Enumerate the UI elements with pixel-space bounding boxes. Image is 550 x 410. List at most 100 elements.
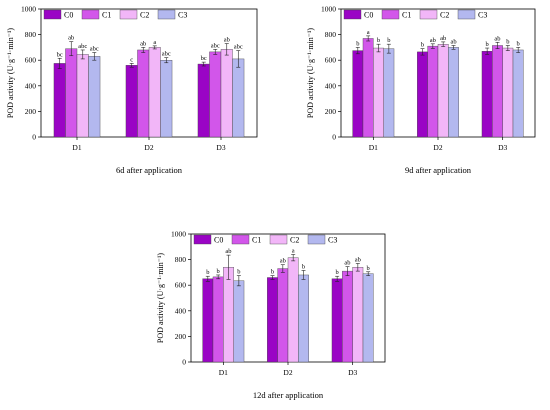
x-tick-label: D3 — [498, 143, 507, 152]
significance-letter: b — [506, 38, 509, 45]
y-tick-label: 0 — [32, 133, 36, 142]
y-tick-label: 200 — [325, 107, 337, 116]
bar-C1-D3 — [209, 51, 222, 138]
bar-C3-D1 — [233, 280, 245, 363]
significance-letter: b — [387, 37, 390, 44]
significance-letter: abc — [90, 46, 99, 53]
legend-swatch-C0 — [43, 9, 62, 20]
significance-letter: b — [206, 269, 209, 276]
x-tick-label: D1 — [219, 368, 228, 377]
legend-swatch-C2 — [269, 234, 288, 245]
significance-letter: ab — [344, 260, 350, 267]
significance-letter: b — [517, 40, 520, 47]
significance-letter: a — [367, 29, 370, 36]
y-tick-label: 400 — [25, 81, 37, 90]
x-tick-label: D2 — [283, 368, 292, 377]
x-tick-label: D2 — [144, 143, 153, 152]
x-tick-label: D1 — [72, 143, 81, 152]
bar-C2-D3 — [220, 49, 233, 138]
significance-letter: b — [486, 41, 489, 48]
legend-swatch-C0 — [193, 234, 212, 245]
significance-letter: b — [217, 268, 220, 275]
significance-letter: ab — [450, 38, 456, 45]
y-tick-label: 1000 — [171, 230, 186, 239]
legend-swatch-C3 — [457, 9, 476, 20]
legend-swatch-C1 — [81, 9, 100, 20]
bar-C1-D3 — [342, 270, 353, 363]
bar-C1-D2 — [427, 45, 439, 138]
bar-C3-D1 — [88, 56, 101, 138]
bar-C0-D2 — [417, 51, 428, 138]
significance-letter: bc — [201, 55, 207, 62]
significance-letter: ab — [355, 256, 361, 263]
legend: C0 C1 C2 C3 — [343, 9, 487, 20]
bar-C3-D3 — [512, 49, 524, 138]
bar-C0-D3 — [331, 278, 343, 363]
y-tick-label: 1000 — [321, 5, 336, 14]
y-tick-label: 800 — [325, 30, 337, 39]
bar-C2-D2 — [287, 257, 299, 363]
legend-swatch-C1 — [231, 234, 250, 245]
legend-swatch-C2 — [119, 9, 138, 20]
significance-letter: abc — [211, 42, 220, 49]
bar-C3-D2 — [160, 60, 173, 138]
legend-label: C2 — [290, 236, 299, 245]
bar-C1-D1 — [362, 38, 374, 138]
chart-panel-2: 0 200 400 600 800 1000 POD activity (U·g⁻¹·min… — [306, 5, 536, 175]
chart-panel-3: 0 200 400 600 800 1000 POD activity (U·g⁻¹·min… — [156, 230, 386, 400]
bar-C2-D3 — [352, 267, 364, 363]
bar-C3-D3 — [232, 58, 245, 138]
bar-C2-D2 — [437, 44, 449, 138]
x-tick-label: D3 — [348, 368, 357, 377]
significance-letter: b — [237, 269, 240, 276]
panel-caption: 12d after application — [253, 390, 324, 400]
bar-C2-D3 — [502, 47, 514, 138]
significance-letter: ab — [280, 258, 286, 265]
bar-C3-D3 — [362, 273, 374, 363]
significance-letter: ab — [225, 248, 231, 255]
legend-label: C0 — [64, 11, 73, 20]
y-tick-label: 400 — [325, 81, 337, 90]
bar-C1-D3 — [492, 45, 503, 138]
legend-label: C3 — [328, 236, 337, 245]
bar-C0-D3 — [481, 51, 493, 138]
bar-C3-D2 — [448, 47, 459, 138]
significance-letter: abc — [234, 44, 243, 51]
bar-C3-D2 — [298, 274, 309, 363]
legend-label: C2 — [140, 11, 149, 20]
y-tick-label: 200 — [175, 332, 187, 341]
bar-C1-D1 — [212, 276, 224, 363]
x-tick-label: D1 — [369, 143, 378, 152]
significance-letter: b — [336, 269, 339, 276]
panel-caption: 9d after application — [405, 165, 472, 175]
legend-label: C2 — [440, 11, 449, 20]
bar-C0-D2 — [267, 277, 278, 363]
y-tick-label: 1000 — [21, 5, 36, 14]
legend-label: C1 — [402, 11, 411, 20]
significance-letter: a — [153, 39, 156, 46]
significance-letter: abc — [162, 51, 171, 58]
significance-letter: ab — [224, 37, 230, 44]
chart-panel-1: 0 200 400 600 800 1000 POD activity (U·g⁻¹·min… — [6, 5, 258, 175]
y-tick-label: 200 — [25, 107, 37, 116]
y-axis-label: POD activity (U·g⁻¹·min⁻¹) — [6, 28, 15, 118]
significance-letter: c — [130, 56, 133, 63]
significance-letter: b — [421, 42, 424, 49]
y-tick-label: 0 — [332, 133, 336, 142]
legend: C0 C1 C2 C3 — [43, 9, 187, 20]
legend-label: C1 — [252, 236, 261, 245]
significance-letter: b — [302, 263, 305, 270]
bar-C0-D1 — [53, 63, 66, 138]
legend-swatch-C0 — [343, 9, 362, 20]
y-tick-label: 400 — [175, 306, 187, 315]
legend-swatch-C3 — [307, 234, 326, 245]
y-tick-label: 800 — [25, 30, 37, 39]
significance-letter: b — [271, 269, 274, 276]
significance-letter: bc — [57, 51, 63, 58]
significance-letter: ab — [140, 40, 146, 47]
bar-C1-D1 — [65, 48, 78, 138]
y-tick-label: 600 — [175, 281, 187, 290]
bar-C3-D1 — [383, 48, 395, 138]
legend: C0 C1 C2 C3 — [193, 234, 337, 245]
